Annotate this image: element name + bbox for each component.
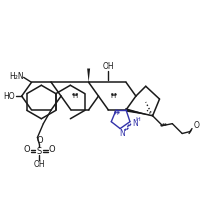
Text: N: N [119,129,125,138]
Text: O: O [194,121,200,130]
Polygon shape [87,69,90,82]
Text: HO: HO [3,92,15,101]
Text: O: O [49,145,56,154]
Text: OH: OH [103,62,114,71]
Text: H: H [72,93,77,99]
Text: N: N [132,119,138,128]
Text: O: O [36,136,43,145]
Text: O: O [23,145,30,154]
Text: H: H [111,93,116,99]
Text: H₂N: H₂N [9,72,24,81]
Polygon shape [125,108,153,116]
Text: S: S [37,147,42,156]
Text: H: H [135,117,140,122]
Text: OH: OH [34,160,45,169]
Text: H: H [114,111,119,116]
